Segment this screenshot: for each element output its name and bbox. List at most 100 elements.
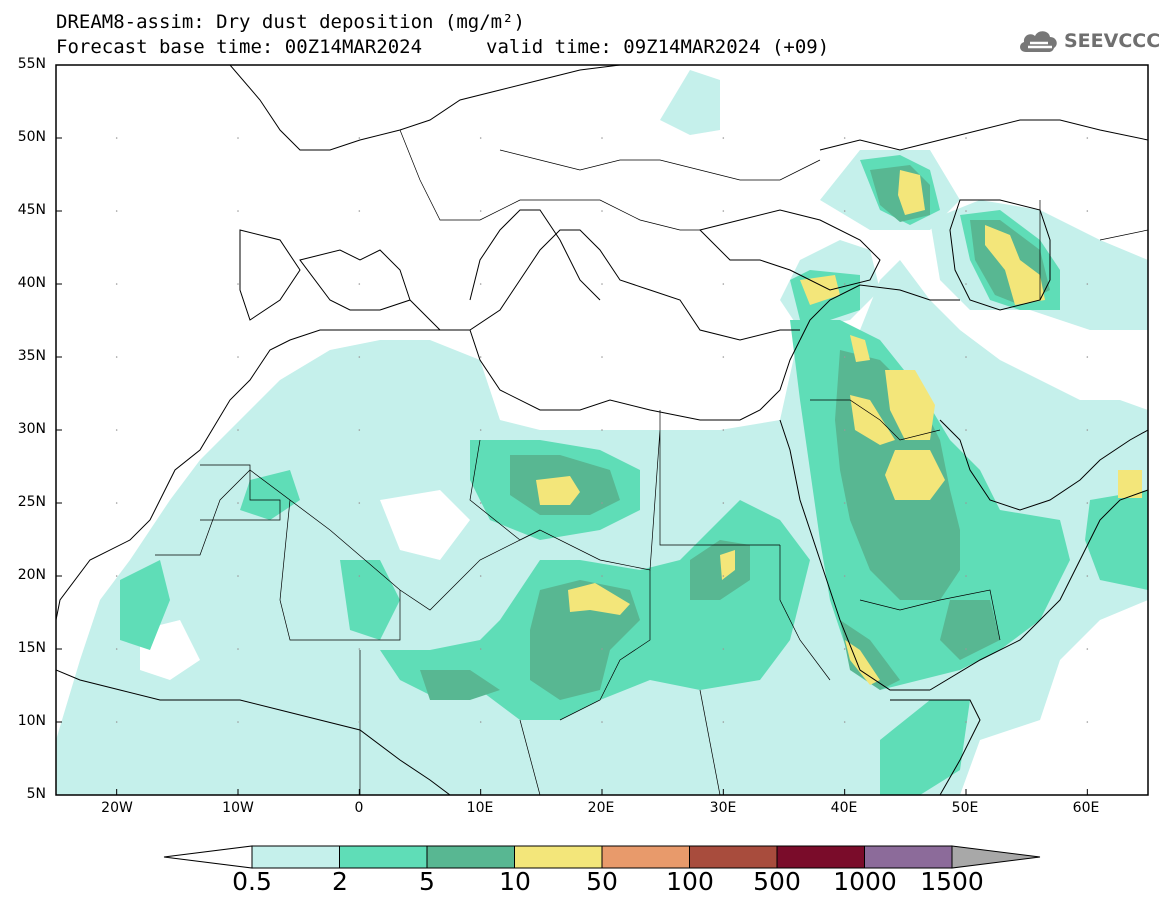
grid-dot: [358, 575, 361, 577]
grid-dot: [601, 429, 603, 431]
grid-dot: [601, 137, 603, 139]
grid-dot: [965, 210, 967, 212]
grid-dot: [237, 502, 239, 504]
grid-dot: [479, 429, 482, 431]
grid-dot: [722, 429, 725, 431]
grid-dot: [237, 429, 239, 431]
colorbar-high-triangle: [951, 845, 1041, 869]
grid-dot: [115, 356, 118, 358]
grid-dot: [237, 283, 239, 285]
grid-dot: [843, 502, 846, 504]
lat-label: 35N: [17, 348, 46, 364]
grid-dot: [843, 648, 846, 650]
lat-label: 20N: [17, 567, 46, 583]
grid-dot: [722, 283, 725, 285]
colorbar-label: 50: [586, 867, 618, 896]
grid-dot: [843, 356, 846, 358]
grid-dot: [237, 575, 239, 577]
grid-dot: [601, 210, 603, 212]
grid-dot: [722, 137, 725, 139]
grid-dot: [843, 210, 846, 212]
grid-dot: [1086, 502, 1089, 504]
logo-text: SEEVCCC: [1064, 30, 1161, 52]
colorbar-swatch: [426, 845, 515, 869]
grid-dot: [237, 210, 239, 212]
colorbar-label: 1000: [833, 867, 897, 896]
dust-level-2: [1085, 490, 1148, 590]
colorbar-swatch: [514, 845, 603, 869]
dust-level-5: [940, 600, 1000, 660]
lon-label: 10E: [466, 800, 494, 816]
lon-label: 0: [354, 800, 364, 816]
colorbar-swatch: [864, 845, 953, 869]
country-borders: [155, 129, 1148, 795]
lat-label: 25N: [17, 494, 46, 510]
dust-level-10: [985, 225, 1045, 305]
lat-label: 45N: [17, 202, 46, 218]
graticule: [115, 137, 1089, 723]
grid-dot: [237, 648, 239, 650]
grid-dot: [965, 721, 967, 723]
lon-label: 40E: [830, 800, 858, 816]
grid-dot: [115, 575, 118, 577]
grid-dot: [479, 575, 482, 577]
grid-dot: [601, 502, 603, 504]
grid-dot: [722, 721, 725, 723]
dust-level-10: [536, 476, 580, 505]
dust-level-10: [885, 370, 935, 440]
grid-dot: [1086, 429, 1089, 431]
grid-dot: [358, 283, 361, 285]
grid-dot: [479, 721, 482, 723]
grid-dot: [115, 137, 118, 139]
lon-label: 60E: [1072, 800, 1100, 816]
valid-time: valid time: 09Z14MAR2024 (+09): [486, 36, 830, 58]
grid-dot: [965, 502, 967, 504]
grid-dot: [1086, 575, 1089, 577]
dust-level-0.5: [660, 70, 720, 135]
grid-dot: [115, 210, 118, 212]
grid-dot: [601, 283, 603, 285]
grid-dot: [843, 137, 846, 139]
colorbar-swatch: [689, 845, 778, 869]
lat-label: 40N: [17, 275, 46, 291]
colorbar-swatch: [776, 845, 865, 869]
seevccc-logo: SEEVCCC: [1016, 24, 1160, 60]
grid-dot: [1086, 210, 1089, 212]
map-title: DREAM8-assim: Dry dust deposition (mg/m²…: [56, 11, 525, 33]
grid-dot: [722, 356, 725, 358]
grid-dot: [115, 502, 118, 504]
colorbar-label: 10: [499, 867, 531, 896]
grid-dot: [965, 137, 967, 139]
lon-label: 10W: [222, 800, 254, 816]
dust-level-10: [1118, 470, 1142, 498]
lat-label: 55N: [17, 56, 46, 72]
colorbar-swatch: [251, 845, 340, 869]
lon-label: 20W: [101, 800, 133, 816]
lat-label: 15N: [17, 640, 46, 656]
grid-dot: [1086, 137, 1089, 139]
grid-dot: [601, 356, 603, 358]
forecast-base-time: Forecast base time: 00Z14MAR2024: [56, 36, 423, 58]
colorbar-label: 5: [419, 867, 435, 896]
lat-label: 50N: [17, 129, 46, 145]
grid-dot: [479, 648, 482, 650]
grid-dot: [722, 502, 725, 504]
grid-dot: [601, 575, 603, 577]
grid-dot: [358, 210, 361, 212]
colorbar-low-triangle: [163, 845, 253, 869]
grid-dot: [115, 429, 118, 431]
dust-level-2: [880, 700, 970, 795]
colorbar-swatch: [339, 845, 428, 869]
grid-dot: [1086, 721, 1089, 723]
grid-dot: [358, 721, 361, 723]
grid-dot: [965, 283, 967, 285]
dust-level-10: [845, 640, 880, 685]
lon-label: 30E: [709, 800, 737, 816]
colorbar-label: 500: [753, 867, 801, 896]
grid-dot: [358, 356, 361, 358]
grid-dot: [115, 648, 118, 650]
grid-dot: [1086, 648, 1089, 650]
grid-dot: [1086, 356, 1089, 358]
grid-dot: [479, 356, 482, 358]
